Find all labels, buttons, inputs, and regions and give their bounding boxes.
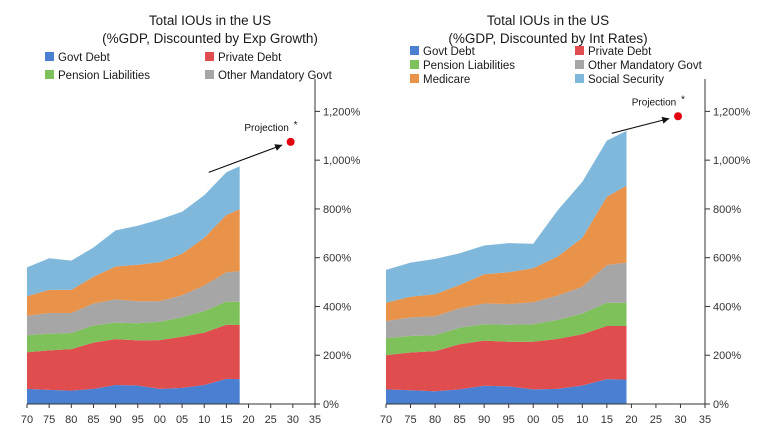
area-series xyxy=(27,209,240,316)
x-tick-label: 05 xyxy=(552,414,564,426)
legend: Govt Debt Private Debt Pension Liabilities… xyxy=(410,46,703,86)
axes: 70 75 80 85 90 95 00 05 10 15 20 25 30 350% 200% 400% 60… xyxy=(21,79,361,426)
x-tick-label: 30 xyxy=(674,414,686,426)
x-tick-label: 35 xyxy=(699,414,711,426)
x-tick-label: 95 xyxy=(503,414,515,426)
y-tick-label: 200% xyxy=(323,350,351,362)
legend-entry: Social Security xyxy=(588,74,664,86)
stacked-areas xyxy=(386,130,627,404)
legend-swatch xyxy=(575,60,584,69)
area-series xyxy=(27,166,240,297)
x-tick-label: 20 xyxy=(625,414,637,426)
legend-entry: Other Mandatory Govt xyxy=(588,60,703,72)
x-tick-label: 00 xyxy=(154,414,166,426)
y-tick-label: 800% xyxy=(713,204,741,216)
x-tick-label: 80 xyxy=(65,414,77,426)
x-tick-label: 30 xyxy=(287,414,299,426)
legend-swatch xyxy=(205,70,214,79)
legend-entry: Pension Liabilities xyxy=(58,70,150,82)
chart-subtitle: (%GDP, Discounted by Int Rates) xyxy=(448,31,647,46)
legend-swatch xyxy=(575,74,584,83)
x-tick-label: 70 xyxy=(21,414,33,426)
y-tick-label: 800% xyxy=(323,204,351,216)
y-tick-label: 600% xyxy=(323,253,351,265)
y-tick-label: 200% xyxy=(713,350,741,362)
x-tick-label: 25 xyxy=(265,414,277,426)
legend-swatch xyxy=(410,74,419,83)
legend-entry: Govt Debt xyxy=(58,52,111,64)
projection-arrow-line xyxy=(208,144,283,173)
x-tick-label: 70 xyxy=(380,414,392,426)
axes: 70 75 80 85 90 95 00 05 10 15 20 25 30 350% 200% 400% 60… xyxy=(380,79,751,426)
area-series xyxy=(27,301,240,353)
legend-entry: Private Debt xyxy=(588,46,652,58)
chart-left: Total IOUs in the US (%GDP, Discounted b… xyxy=(21,13,361,426)
legend-swatch xyxy=(410,46,419,55)
projection-point xyxy=(286,137,295,146)
x-tick-label: 90 xyxy=(109,414,121,426)
projection-label: Projection xyxy=(244,123,288,134)
legend-swatch xyxy=(575,46,584,55)
area-series xyxy=(386,130,627,303)
area-series xyxy=(27,324,240,391)
x-tick-label: 90 xyxy=(478,414,490,426)
projection-arrow-line xyxy=(611,117,670,134)
x-tick-label: 85 xyxy=(87,414,99,426)
legend-entry: Other Mandatory Govt xyxy=(218,70,333,82)
legend-swatch xyxy=(45,52,54,61)
legend: Govt Debt Private Debt Pension Liabilities… xyxy=(45,52,333,82)
projection-annotation: Projection * xyxy=(208,120,298,173)
area-series xyxy=(386,302,627,356)
chart-title: Total IOUs in the US xyxy=(487,13,609,28)
x-tick-label: 15 xyxy=(220,414,232,426)
legend-swatch xyxy=(205,52,214,61)
projection-arrow-head xyxy=(661,116,670,124)
x-tick-label: 85 xyxy=(453,414,465,426)
x-tick-label: 15 xyxy=(601,414,613,426)
y-tick-label: 1,000% xyxy=(713,155,751,167)
x-tick-label: 05 xyxy=(176,414,188,426)
area-series xyxy=(386,262,627,339)
projection-point xyxy=(674,112,683,121)
x-tick-label: 00 xyxy=(527,414,539,426)
y-tick-label: 400% xyxy=(323,301,351,313)
y-tick-label: 1,200% xyxy=(713,106,751,118)
area-series xyxy=(386,379,627,404)
projection-arrow-head xyxy=(274,144,283,151)
legend-swatch xyxy=(410,60,419,69)
projection-annotation: Projection * xyxy=(611,94,685,134)
legend-swatch xyxy=(45,70,54,79)
x-tick-label: 80 xyxy=(429,414,441,426)
x-tick-label: 10 xyxy=(198,414,210,426)
y-tick-label: 1,200% xyxy=(323,106,361,118)
x-tick-label: 10 xyxy=(576,414,588,426)
x-tick-label: 20 xyxy=(242,414,254,426)
chart-right: Total IOUs in the US (%GDP, Discounted b… xyxy=(380,13,751,426)
projection-marker: * xyxy=(681,94,685,105)
x-tick-label: 35 xyxy=(309,414,321,426)
x-tick-label: 25 xyxy=(650,414,662,426)
x-tick-label: 75 xyxy=(404,414,416,426)
legend-entry: Private Debt xyxy=(218,52,282,64)
chart-title: Total IOUs in the US xyxy=(149,13,271,28)
y-tick-label: 1,000% xyxy=(323,155,361,167)
area-series xyxy=(27,271,240,336)
legend-entry: Medicare xyxy=(423,74,470,86)
projection-label: Projection xyxy=(632,97,676,108)
y-tick-label: 0% xyxy=(323,399,339,411)
projection-marker: * xyxy=(294,120,298,131)
stacked-areas xyxy=(27,166,240,404)
y-tick-label: 0% xyxy=(713,399,729,411)
legend-entry: Pension Liabilities xyxy=(423,60,515,72)
area-series xyxy=(386,185,627,322)
area-series xyxy=(27,378,240,404)
x-tick-label: 95 xyxy=(132,414,144,426)
area-series xyxy=(386,326,627,392)
legend-entry: Govt Debt xyxy=(423,46,476,58)
x-tick-label: 75 xyxy=(43,414,55,426)
y-tick-label: 600% xyxy=(713,253,741,265)
y-tick-label: 400% xyxy=(713,301,741,313)
chart-subtitle: (%GDP, Discounted by Exp Growth) xyxy=(102,31,318,46)
